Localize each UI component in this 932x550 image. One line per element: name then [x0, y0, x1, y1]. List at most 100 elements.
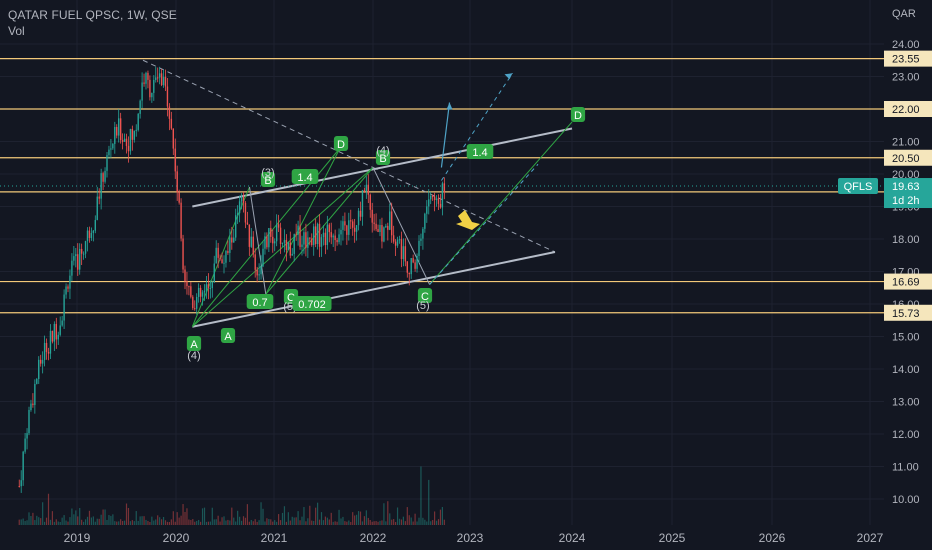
wave-line[interactable]	[191, 186, 250, 327]
wave-label: B	[264, 175, 271, 187]
candle-body	[53, 323, 56, 342]
volume-bar	[229, 520, 231, 525]
volume-bar	[151, 516, 153, 525]
wave-line[interactable]	[265, 147, 341, 295]
level-price-tag[interactable]	[884, 50, 932, 67]
trend-line-dashed[interactable]	[372, 167, 556, 253]
wave-label: A	[190, 339, 198, 351]
volume-bar	[196, 520, 198, 525]
volume-bar	[244, 517, 247, 525]
candle-body	[75, 254, 77, 257]
wave-line[interactable]	[429, 121, 573, 285]
level-price-label: 23.55	[892, 54, 920, 66]
volume-bar	[410, 517, 412, 525]
candle-body	[114, 126, 116, 144]
volume-bar	[264, 521, 266, 525]
candle-body	[40, 359, 42, 364]
candle-body	[133, 130, 135, 140]
candle-body	[158, 73, 161, 78]
candle-body	[277, 224, 280, 228]
level-price-tag[interactable]	[884, 304, 932, 321]
candle-body	[227, 250, 229, 253]
candle-body	[371, 209, 373, 223]
projection-line[interactable]	[441, 72, 513, 181]
volume-bar	[315, 507, 317, 525]
volume-bar	[90, 517, 92, 525]
channel-upper-line[interactable]	[192, 127, 573, 208]
level-price-tag[interactable]	[884, 149, 932, 166]
price-axis[interactable]: QAR10.0011.0012.0013.0014.0015.0016.0017…	[838, 0, 932, 525]
fib-line[interactable]	[249, 186, 267, 295]
volume-bar	[219, 521, 221, 525]
candle-body	[383, 227, 385, 242]
volume-bar	[303, 507, 305, 525]
volume-bar	[395, 521, 397, 525]
volume-bar	[356, 514, 358, 525]
candle-body	[96, 196, 98, 220]
candle-body	[301, 244, 303, 247]
volume-bar	[352, 512, 354, 525]
candle-body	[357, 210, 360, 226]
volume-bar	[359, 511, 362, 525]
candle-body	[264, 236, 266, 249]
candle-body	[231, 237, 233, 243]
candle-body	[400, 239, 403, 260]
volume-bar	[213, 519, 215, 525]
volume-bar	[289, 520, 291, 525]
volume-bar	[365, 510, 367, 525]
horizontal-levels[interactable]	[0, 58, 884, 314]
volume-bar	[317, 502, 319, 525]
time-axis[interactable]: 2019 2020 2021 2022 2023 2024 2025 2026 2027	[0, 525, 932, 550]
projection-arrow[interactable]	[440, 102, 451, 168]
wave-label-badge	[186, 336, 202, 351]
volume-bar	[270, 519, 272, 525]
volume-bar	[203, 507, 206, 525]
volume-bar	[377, 521, 379, 525]
candle-body	[281, 242, 284, 244]
volume-bar	[172, 511, 174, 525]
candle-body	[63, 294, 65, 321]
candle-body	[45, 342, 48, 352]
candle-body	[299, 225, 301, 247]
candle-body	[207, 284, 210, 289]
volume-bar	[182, 504, 184, 525]
ticker-badge[interactable]	[838, 178, 878, 195]
volume-indicator-label[interactable]: Vol	[8, 24, 25, 38]
volume-bar	[198, 519, 200, 525]
candle-body	[139, 100, 141, 114]
level-price-tag[interactable]	[884, 273, 932, 290]
level-price-tag[interactable]	[884, 101, 932, 117]
volume-bar	[338, 509, 340, 525]
volume-bar	[53, 521, 55, 525]
candle-body	[196, 296, 198, 309]
year-tick-label: 2027	[857, 531, 884, 545]
volume-bar	[313, 521, 315, 525]
volume-bar	[188, 519, 190, 525]
projection-line[interactable]	[429, 163, 539, 285]
candle-body	[381, 225, 383, 242]
volume-bar	[200, 521, 202, 525]
volume-bar	[340, 518, 342, 525]
candle-body	[244, 203, 247, 223]
volume-bar	[71, 508, 73, 525]
volume-bar	[396, 507, 399, 525]
candle-body	[168, 106, 171, 119]
volume-bar	[361, 521, 364, 525]
volume-bar	[416, 521, 418, 525]
volume-bar	[45, 517, 48, 525]
volume-bar	[285, 521, 287, 525]
symbol-title[interactable]: QATAR FUEL QPSC, 1W, QSE	[8, 8, 177, 22]
volume-bar	[84, 519, 87, 525]
volume-bar	[422, 517, 424, 525]
volume-bar	[201, 508, 204, 525]
volume-bar	[439, 509, 442, 525]
wave-label: D	[574, 110, 582, 122]
volume-bar	[190, 520, 192, 525]
wave-line[interactable]	[192, 167, 374, 328]
volume-bar	[430, 521, 432, 525]
year-tick-label: 2022	[360, 531, 387, 545]
last-price-tag[interactable]	[884, 178, 932, 209]
fib-line[interactable]	[372, 167, 431, 285]
channel-lower-line[interactable]	[192, 251, 556, 328]
